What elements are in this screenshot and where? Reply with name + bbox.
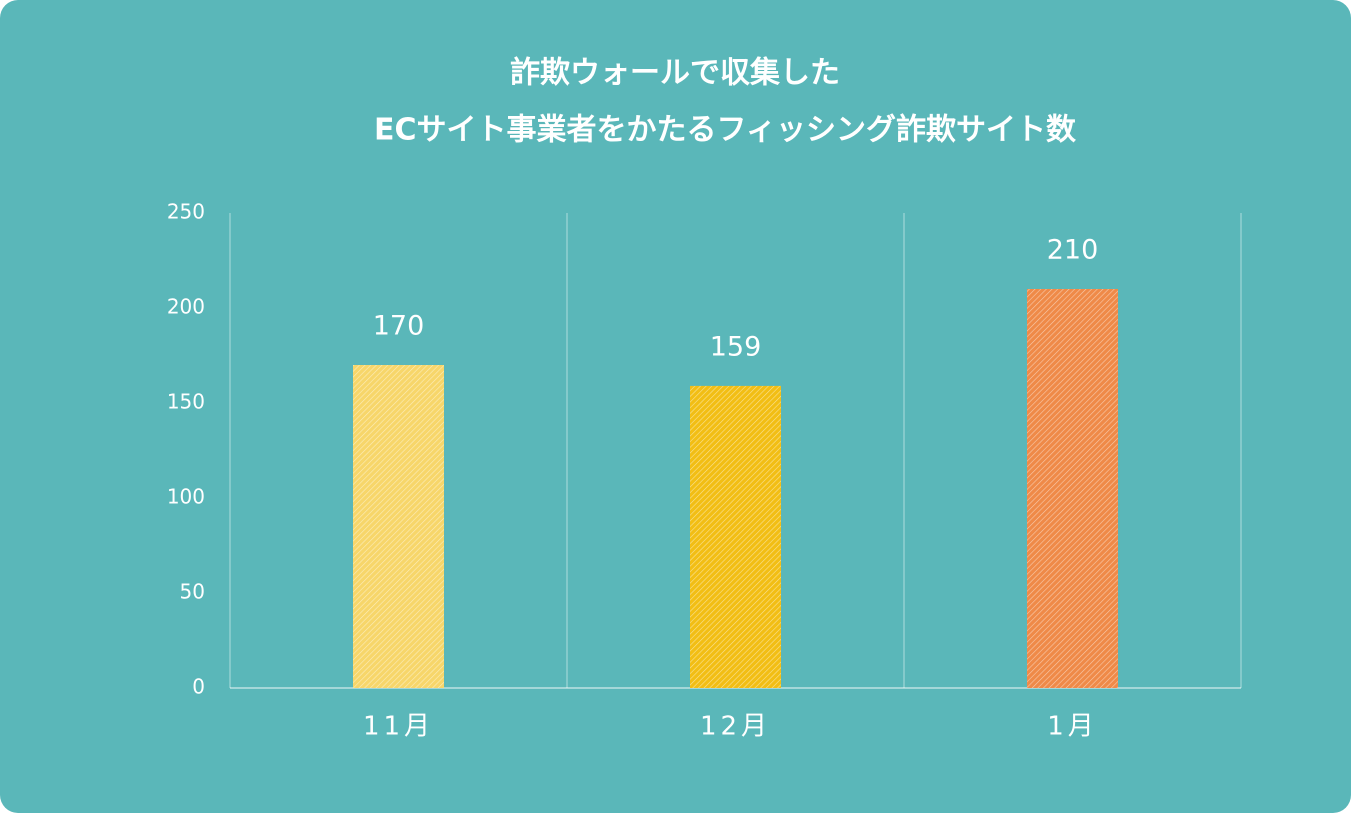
y-tick-label: 50 [180, 580, 205, 604]
x-tick-label: 12月 [700, 712, 771, 742]
bar [1027, 289, 1118, 688]
x-tick-label: 1月 [1047, 712, 1098, 742]
data-label: 210 [1047, 235, 1099, 266]
y-tick-label: 0 [192, 675, 205, 699]
chart-title: 詐欺ウォールで収集した [510, 56, 840, 91]
y-tick-label: 200 [167, 295, 205, 319]
data-label: 170 [373, 311, 425, 342]
data-label: 159 [710, 331, 762, 362]
y-tick-label: 250 [167, 200, 205, 224]
bar [690, 385, 781, 688]
chart-title: ECサイト事業者をかたるフィッシング詐欺サイト数 [374, 113, 1077, 148]
x-tick-label: 11月 [363, 712, 434, 742]
y-tick-label: 100 [167, 485, 205, 509]
y-tick-label: 150 [167, 390, 205, 414]
bar [353, 365, 444, 688]
